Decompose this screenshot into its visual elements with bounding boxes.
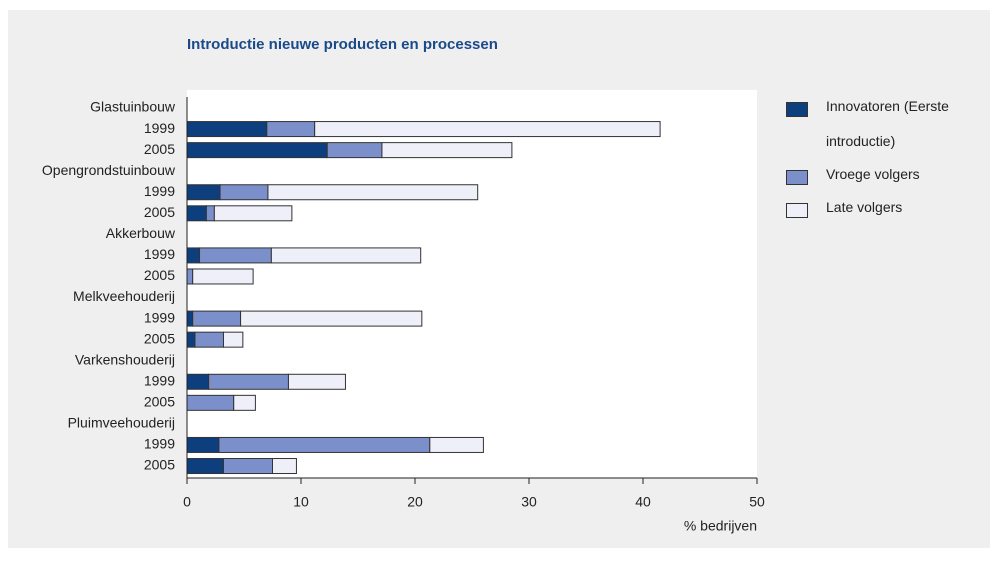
bar-segment <box>186 121 268 138</box>
legend-item: Innovatoren (Eerste introductie) <box>786 96 976 164</box>
bar-segment <box>192 310 242 327</box>
bar-segment <box>192 268 254 285</box>
bar-segment <box>186 373 210 390</box>
chart-title: Introductie nieuwe producten en processe… <box>187 36 498 53</box>
bar-segment <box>314 121 661 138</box>
y-tick-label: 2005 <box>144 267 175 283</box>
bar-segment <box>208 373 289 390</box>
bar-segment <box>266 121 316 138</box>
bar-segment <box>205 205 215 222</box>
y-tick-label: 2005 <box>144 141 175 157</box>
x-tick-label: 10 <box>293 494 309 510</box>
y-tick-label: 1999 <box>144 246 175 262</box>
bar-segment <box>381 142 513 159</box>
y-tick-label: 2005 <box>144 204 175 220</box>
y-tick-label: 2005 <box>144 457 175 473</box>
bar-segment <box>326 142 383 159</box>
bar-segment <box>186 331 196 348</box>
bar-segment <box>186 205 207 222</box>
x-tick-label: 40 <box>635 494 651 510</box>
legend-label: Late volgers <box>826 199 903 215</box>
bar-segment <box>267 184 479 201</box>
y-tick-label: 1999 <box>144 183 175 199</box>
y-tick-label: 1999 <box>144 120 175 136</box>
bar-segment <box>194 331 224 348</box>
y-tick-label: 1999 <box>144 372 175 388</box>
x-tick-label: 30 <box>521 494 537 510</box>
y-tick-label: 2005 <box>144 394 175 410</box>
y-tick-label: Pluimveehouderij <box>68 415 175 431</box>
bar-segment <box>222 458 273 475</box>
legend-label: Vroege volgers <box>826 166 920 182</box>
bar-segment <box>219 184 269 201</box>
bar-segment <box>222 331 244 348</box>
y-tick-label: 2005 <box>144 330 175 346</box>
y-tick-label: 1999 <box>144 309 175 325</box>
bar-segment <box>240 310 423 327</box>
legend-swatch <box>786 170 808 185</box>
bar-segment <box>186 436 220 453</box>
legend-item: Vroege volgers <box>786 164 976 197</box>
legend-label: Innovatoren (Eerste introductie) <box>826 98 949 149</box>
x-tick-label: 0 <box>183 494 191 510</box>
y-tick-label: Glastuinbouw <box>90 99 176 115</box>
legend-swatch <box>786 102 808 117</box>
y-tick-label: Varkenshouderij <box>75 351 175 367</box>
bar-segment <box>218 436 431 453</box>
bar-segment <box>287 373 346 390</box>
bar-segment <box>186 184 221 201</box>
x-tick-label: 50 <box>749 494 765 510</box>
bar-segment <box>429 436 484 453</box>
x-tick-label: 20 <box>407 494 423 510</box>
bar-segment <box>186 142 328 159</box>
y-tick-label: Akkerbouw <box>106 225 176 241</box>
legend: Innovatoren (Eerste introductie) Vroege v… <box>786 96 976 230</box>
y-tick-label: 1999 <box>144 436 175 452</box>
bar-segment <box>186 268 194 285</box>
legend-item: Late volgers <box>786 197 976 230</box>
y-tick-label: Melkveehouderij <box>73 288 175 304</box>
bar-segment <box>270 247 422 264</box>
legend-swatch <box>786 203 808 218</box>
bar-segment <box>199 247 272 264</box>
bar-segment <box>186 247 201 264</box>
bar-segment <box>186 394 235 411</box>
bar-segment <box>233 394 256 411</box>
bar-segment <box>213 205 293 222</box>
x-axis-label: % bedrijven <box>684 518 757 534</box>
bar-segment <box>186 310 194 327</box>
bar-segment <box>186 458 224 475</box>
bar-segment <box>272 458 297 475</box>
y-tick-label: Opengrondstuinbouw <box>42 162 176 178</box>
